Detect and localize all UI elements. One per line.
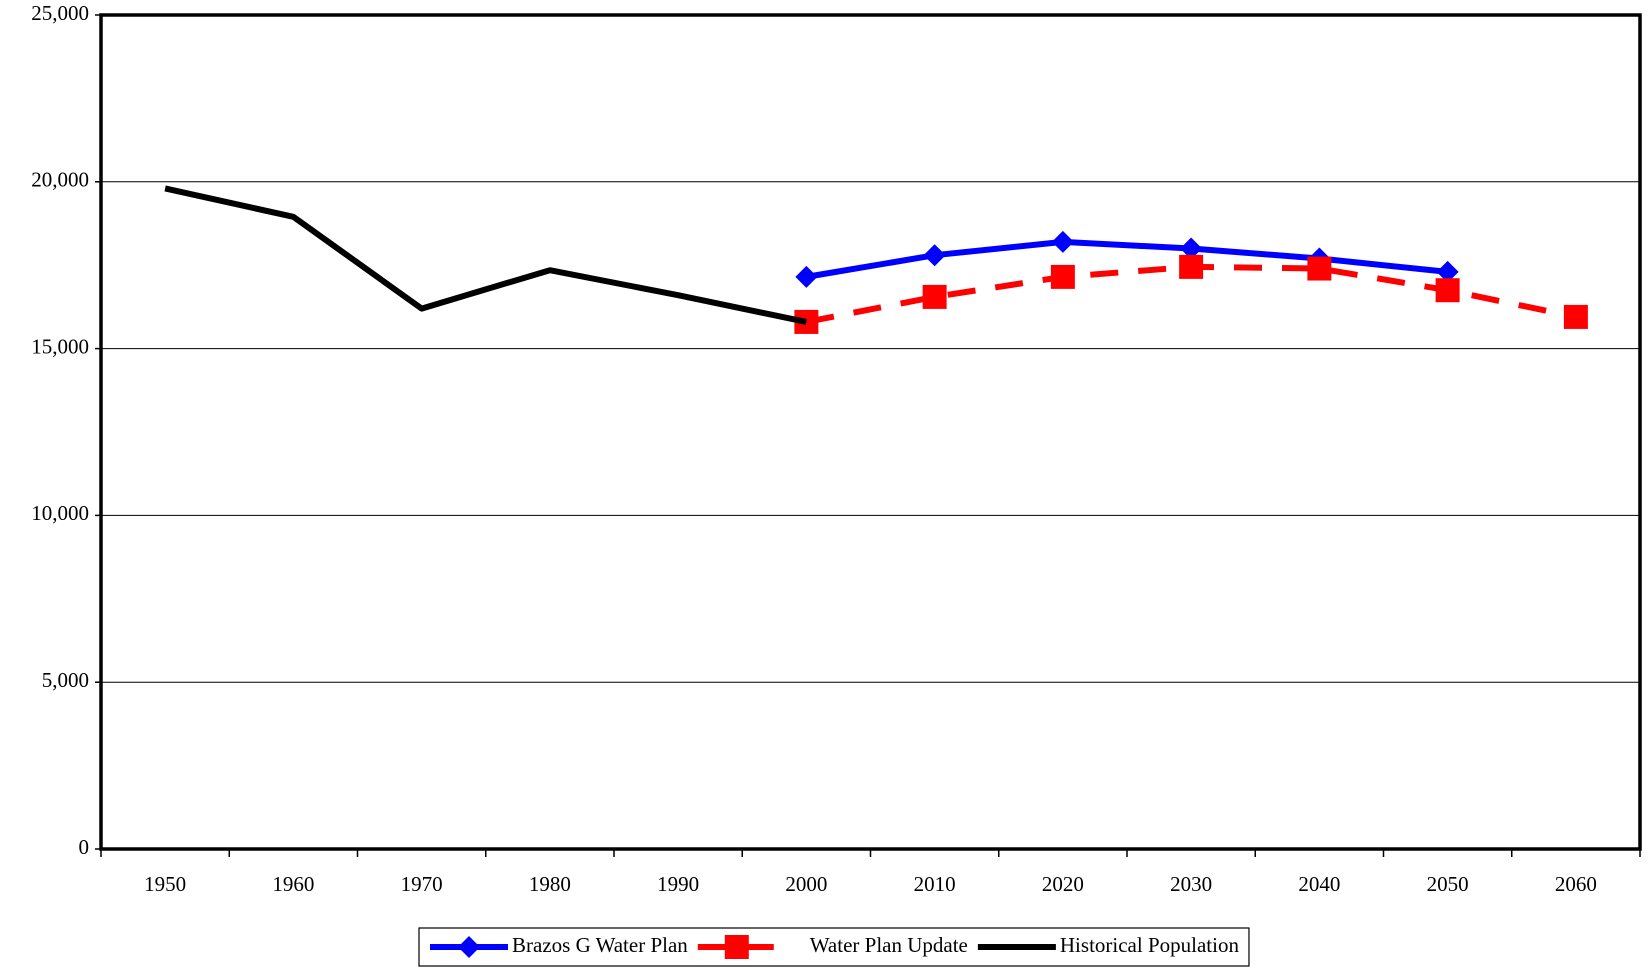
x-tick-label: 2000 <box>785 872 827 896</box>
y-tick-label: 20,000 <box>31 168 89 192</box>
x-tick-label: 1970 <box>401 872 443 896</box>
marker <box>1050 264 1075 289</box>
legend-box <box>418 927 1250 967</box>
marker <box>458 936 480 958</box>
legend-label: Water Plan Update <box>810 933 968 957</box>
x-tick-label: 2040 <box>1298 872 1340 896</box>
y-tick-label: 25,000 <box>31 1 89 25</box>
y-tick-label: 15,000 <box>31 334 89 358</box>
x-tick-label: 2030 <box>1170 872 1212 896</box>
y-tick-label: 0 <box>79 835 90 859</box>
marker <box>922 284 947 309</box>
x-tick-label: 1980 <box>529 872 571 896</box>
series-line <box>164 185 807 325</box>
marker <box>1563 304 1588 329</box>
legend-label: Historical Population <box>1060 933 1240 957</box>
x-tick-label: 2010 <box>914 872 956 896</box>
plot-frame <box>99 13 1642 851</box>
marker <box>795 265 818 288</box>
y-tick-label: 5,000 <box>42 668 89 692</box>
marker <box>1180 237 1203 260</box>
y-tick-label: 10,000 <box>31 501 89 525</box>
x-tick-label: 2020 <box>1042 872 1084 896</box>
legend-label: Brazos G Water Plan <box>512 933 688 957</box>
x-tick-label: 1990 <box>657 872 699 896</box>
legend: Brazos G Water Plan Water Plan Update Hist… <box>418 927 1250 967</box>
marker <box>923 244 946 267</box>
x-tick-label: 1950 <box>144 872 186 896</box>
marker <box>1179 254 1204 279</box>
x-tick-label: 2050 <box>1427 872 1469 896</box>
series-line <box>805 238 1448 280</box>
x-tick-label: 2060 <box>1555 872 1597 896</box>
marker <box>1051 230 1074 253</box>
marker <box>1436 260 1459 283</box>
marker <box>724 935 749 959</box>
marker <box>1435 278 1460 303</box>
marker <box>1307 256 1332 281</box>
x-tick-label: 1960 <box>272 872 314 896</box>
